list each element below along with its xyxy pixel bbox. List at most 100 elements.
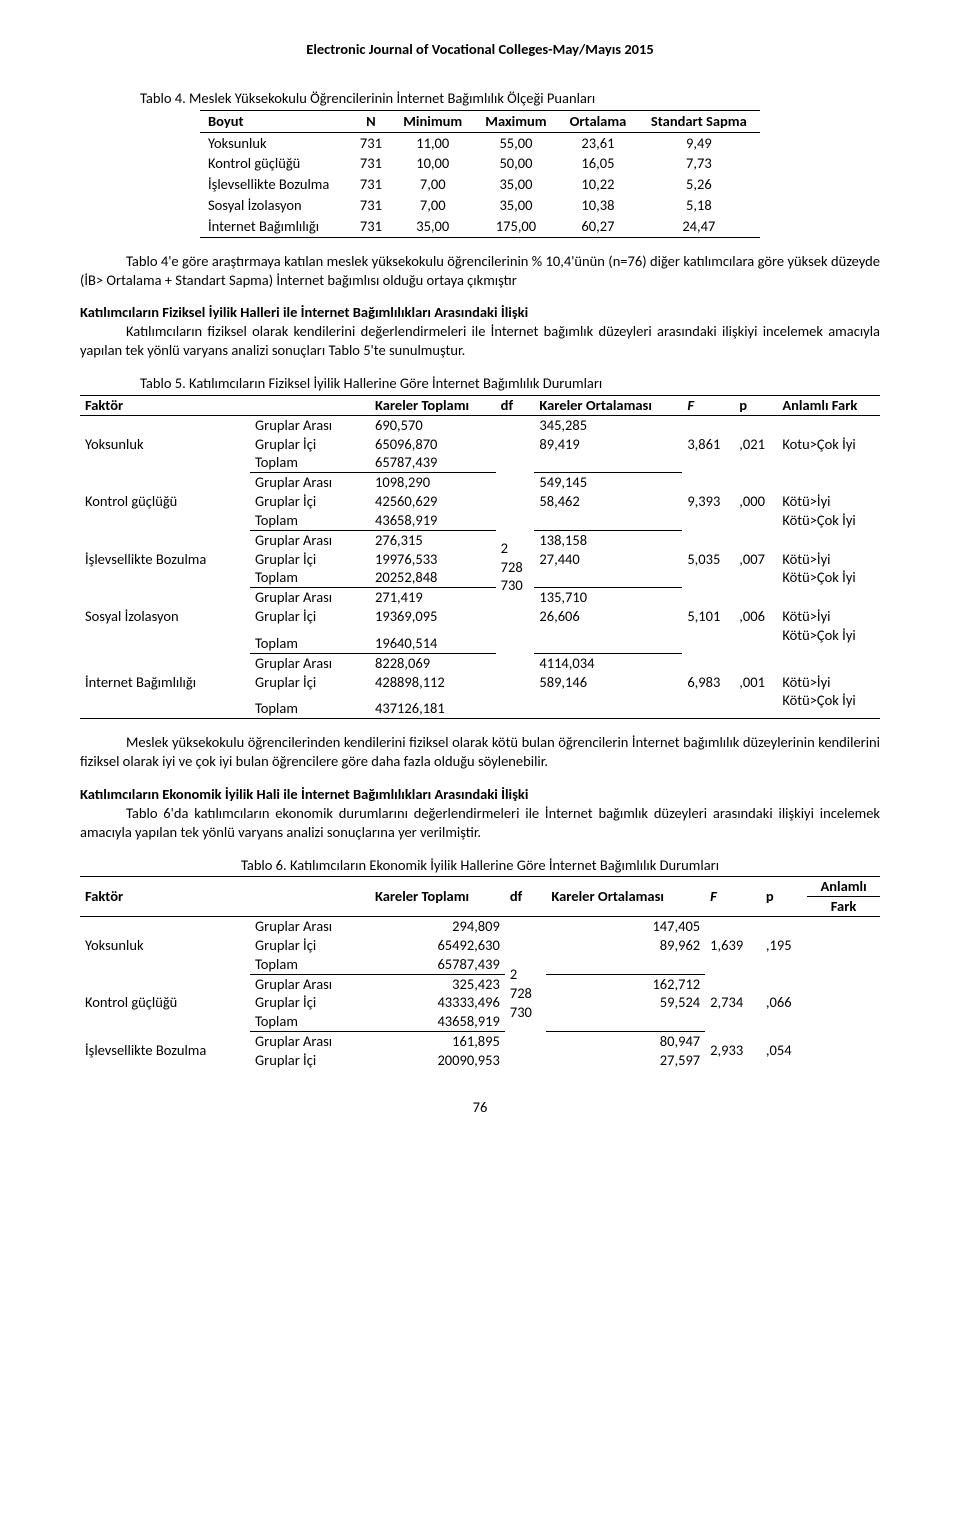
table5-cell (80, 588, 250, 607)
table5-cell: Kotu>Çok İyi (777, 435, 880, 454)
table5-h-fark: Anlamlı Fark (777, 395, 880, 415)
table5-h-df: df (496, 395, 535, 415)
table4-cell: 16,05 (558, 153, 637, 174)
table6-cell (705, 917, 761, 936)
table4-col-ss: Standart Sapma (638, 110, 760, 132)
section1-para: Katılımcıların fiziksel olarak kendileri… (80, 322, 880, 360)
table6-cell: 2,734 (705, 993, 761, 1012)
table6-cell (761, 974, 807, 993)
table5-cell (682, 453, 734, 472)
table5-cell: 428898,112 (370, 673, 496, 692)
table6-cell (807, 993, 880, 1012)
table6-title: Tablo 6. Katılımcıların Ekonomik İyilik … (80, 856, 880, 875)
table5-cell: Gruplar İçi (250, 435, 370, 454)
table4-cell: 9,49 (638, 132, 760, 153)
table5-h-f: F (682, 395, 734, 415)
table5-cell: ,006 (734, 607, 777, 653)
paragraph-2: Meslek yüksekokulu öğrencilerinden kendi… (80, 733, 880, 771)
table5-h-blank (250, 395, 370, 415)
table5-cell (734, 473, 777, 492)
table4-col-boyut: Boyut (200, 110, 350, 132)
table5-cell: Kötü>İyiKötü>Çok İyi (777, 492, 880, 530)
section1-heading: Katılımcıların Fiziksel İyilik Halleri i… (80, 303, 880, 322)
table5-cell: 5,035 (682, 550, 734, 588)
table4-cell: 35,00 (392, 216, 474, 237)
table6-cell (761, 1012, 807, 1031)
table6-cell: 2,933 (705, 1032, 761, 1070)
table5-cell (777, 653, 880, 672)
table5-cell: Gruplar İçi (250, 492, 370, 511)
table6-cell (807, 1051, 880, 1070)
table5-cell: ,000 (734, 492, 777, 530)
table4-cell: 35,00 (474, 174, 559, 195)
table5-cell: Kötü>İyiKötü>Çok İyi (777, 673, 880, 719)
table6-cell: Toplam (250, 955, 370, 974)
table4-cell: 5,18 (638, 195, 760, 216)
table5-cell: ,001 (734, 673, 777, 719)
table6-cell: ,066 (761, 993, 807, 1012)
table5-cell: Kötü>İyiKötü>Çok İyi (777, 607, 880, 653)
table4-cell: 35,00 (474, 195, 559, 216)
table4-cell: 60,27 (558, 216, 637, 237)
table5-cell: 5,101 (682, 607, 734, 653)
table5-cell: İşlevsellikte Bozulma (80, 550, 250, 569)
table5-cell: Gruplar Arası (250, 473, 370, 492)
table6-cell: 20090,953 (370, 1051, 505, 1070)
table4-cell: 24,47 (638, 216, 760, 237)
table6-cell (546, 955, 705, 974)
table5-cell: 589,146 (534, 673, 682, 692)
table6-h-fark2: Fark (807, 897, 880, 917)
table5-cell: Gruplar Arası (250, 530, 370, 549)
table4-col-max: Maximum (474, 110, 559, 132)
table6-cell (807, 1032, 880, 1051)
table5-cell: 271,419 (370, 588, 496, 607)
table5-cell: 27,440 (534, 550, 682, 569)
table6-h-f: F (705, 877, 761, 917)
table4-cell: 731 (350, 153, 392, 174)
table6-cell (80, 955, 250, 974)
table5-cell: 26,606 (534, 607, 682, 626)
table5-cell: Gruplar Arası (250, 415, 370, 434)
table5-cell: 65787,439 (370, 453, 496, 472)
table5-h-faktor: Faktör (80, 395, 250, 415)
table6-cell: 80,947 (546, 1032, 705, 1051)
section2-heading: Katılımcıların Ekonomik İyilik Hali ile … (80, 785, 880, 804)
table6-cell: 162,712 (546, 974, 705, 993)
table6-h-df: df (505, 877, 547, 917)
table5-cell: Kötü>İyiKötü>Çok İyi (777, 550, 880, 588)
table5-cell (777, 530, 880, 549)
table5-cell: 43658,919 (370, 511, 496, 530)
table6: Faktör Kareler Toplamı df Kareler Ortala… (80, 876, 880, 1069)
table6-h-blank (250, 877, 370, 917)
table5-cell (80, 473, 250, 492)
table5-cell: 135,710 (534, 588, 682, 607)
table6-df-col: 2728730 (505, 917, 547, 1070)
table6-cell: 65492,630 (370, 936, 505, 955)
table6-cell: 325,423 (370, 974, 505, 993)
table6-cell: Gruplar İçi (250, 1051, 370, 1070)
table4-cell: Yoksunluk (200, 132, 350, 153)
table5-cell (734, 588, 777, 607)
table6-cell (807, 955, 880, 974)
journal-header: Electronic Journal of Vocational College… (80, 40, 880, 59)
table4-col-n: N (350, 110, 392, 132)
table6-h-ko: Kareler Ortalaması (546, 877, 705, 917)
table5-cell: Gruplar İçi (250, 550, 370, 569)
table5-title: Tablo 5. Katılımcıların Fiziksel İyilik … (80, 374, 880, 393)
table6-cell: Gruplar İçi (250, 936, 370, 955)
table4-cell: 731 (350, 132, 392, 153)
table5-cell: Toplam (250, 568, 370, 587)
table6-cell (807, 1012, 880, 1031)
table6-h-fark1: Anlamlı (807, 877, 880, 897)
paragraph-1: Tablo 4'e göre araştırmaya katılan mesle… (80, 252, 880, 290)
table4-title: Tablo 4. Meslek Yüksekokulu Öğrencilerin… (80, 89, 880, 108)
table6-cell: Toplam (250, 1012, 370, 1031)
table5-cell: 345,285 (534, 415, 682, 434)
table6-cell: 147,405 (546, 917, 705, 936)
table6-cell: 65787,439 (370, 955, 505, 974)
table5-df-col: 2728730 (496, 415, 535, 719)
table6-cell: Kontrol güçlüğü (80, 993, 250, 1012)
table5-cell: 19976,533 (370, 550, 496, 569)
table5-cell (534, 626, 682, 653)
table4-cell: 7,00 (392, 195, 474, 216)
